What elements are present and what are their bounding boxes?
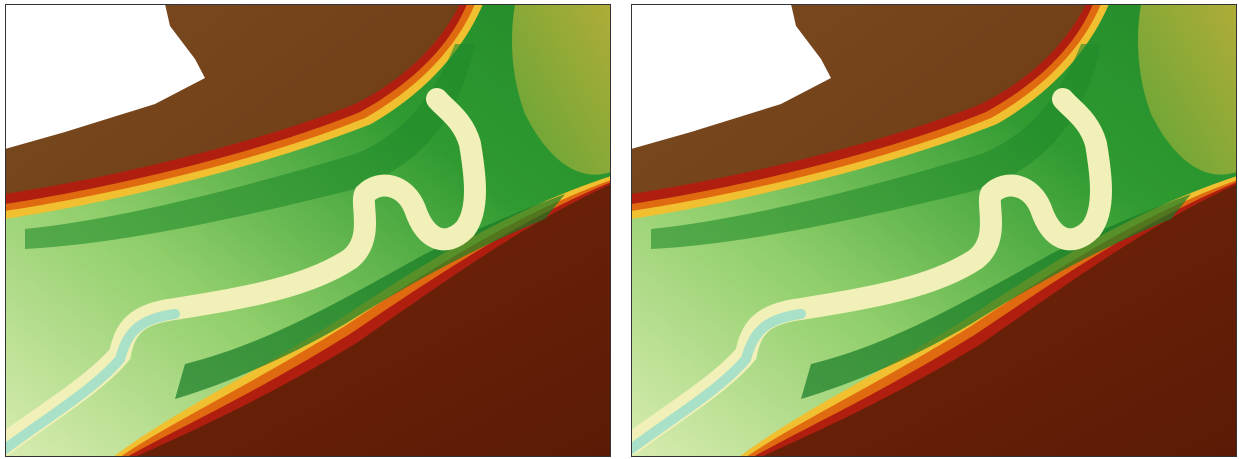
page: [0, 0, 1239, 459]
map-panel-right: [631, 4, 1237, 457]
map-panel-left: [5, 4, 611, 457]
figure: [0, 0, 1239, 459]
